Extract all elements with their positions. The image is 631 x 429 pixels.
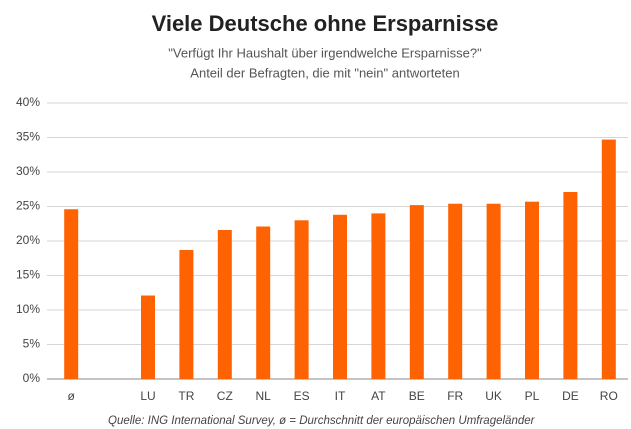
bar xyxy=(371,213,386,379)
bar xyxy=(601,139,616,379)
x-tick-label: CZ xyxy=(217,389,233,403)
bar xyxy=(448,203,463,379)
bar xyxy=(333,214,347,379)
y-tick-label: 35% xyxy=(16,130,40,144)
x-tick-label: IT xyxy=(335,389,346,403)
chart-title: Viele Deutsche ohne Ersparnisse xyxy=(152,11,499,36)
bar xyxy=(217,229,232,379)
x-tick-label: DE xyxy=(562,389,579,403)
bar xyxy=(563,192,578,379)
y-tick-label: 25% xyxy=(16,199,40,213)
x-tick-label: NL xyxy=(256,389,272,403)
bar xyxy=(179,249,194,379)
bar xyxy=(141,295,155,379)
x-tick-label: AT xyxy=(371,389,386,403)
y-tick-label: 15% xyxy=(16,268,40,282)
y-tick-label: 20% xyxy=(16,233,40,247)
x-tick-label: PL xyxy=(525,389,540,403)
chart-subtitle: "Verfügt Ihr Haushalt über irgendwelche … xyxy=(168,45,482,60)
bar xyxy=(294,220,309,379)
x-tick-label: ES xyxy=(294,389,310,403)
y-tick-label: 0% xyxy=(23,371,41,385)
x-tick-label: ø xyxy=(68,389,76,403)
bar xyxy=(64,209,79,379)
chart-subtitle: Anteil der Befragten, die mit "nein" ant… xyxy=(190,65,459,80)
x-tick-label: TR xyxy=(178,389,194,403)
x-tick-label: UK xyxy=(485,389,502,403)
bar xyxy=(256,226,271,379)
y-tick-label: 30% xyxy=(16,164,40,178)
x-tick-label: LU xyxy=(140,389,155,403)
source-note: Quelle: ING International Survey, ø = Du… xyxy=(108,415,536,427)
bar xyxy=(525,201,539,379)
y-tick-label: 5% xyxy=(23,337,41,351)
bar xyxy=(486,203,501,379)
y-tick-label: 40% xyxy=(16,95,40,109)
x-tick-label: FR xyxy=(447,389,463,403)
x-tick-label: RO xyxy=(600,389,618,403)
x-tick-label: BE xyxy=(409,389,425,403)
bar xyxy=(409,205,424,379)
y-tick-label: 10% xyxy=(16,302,40,316)
